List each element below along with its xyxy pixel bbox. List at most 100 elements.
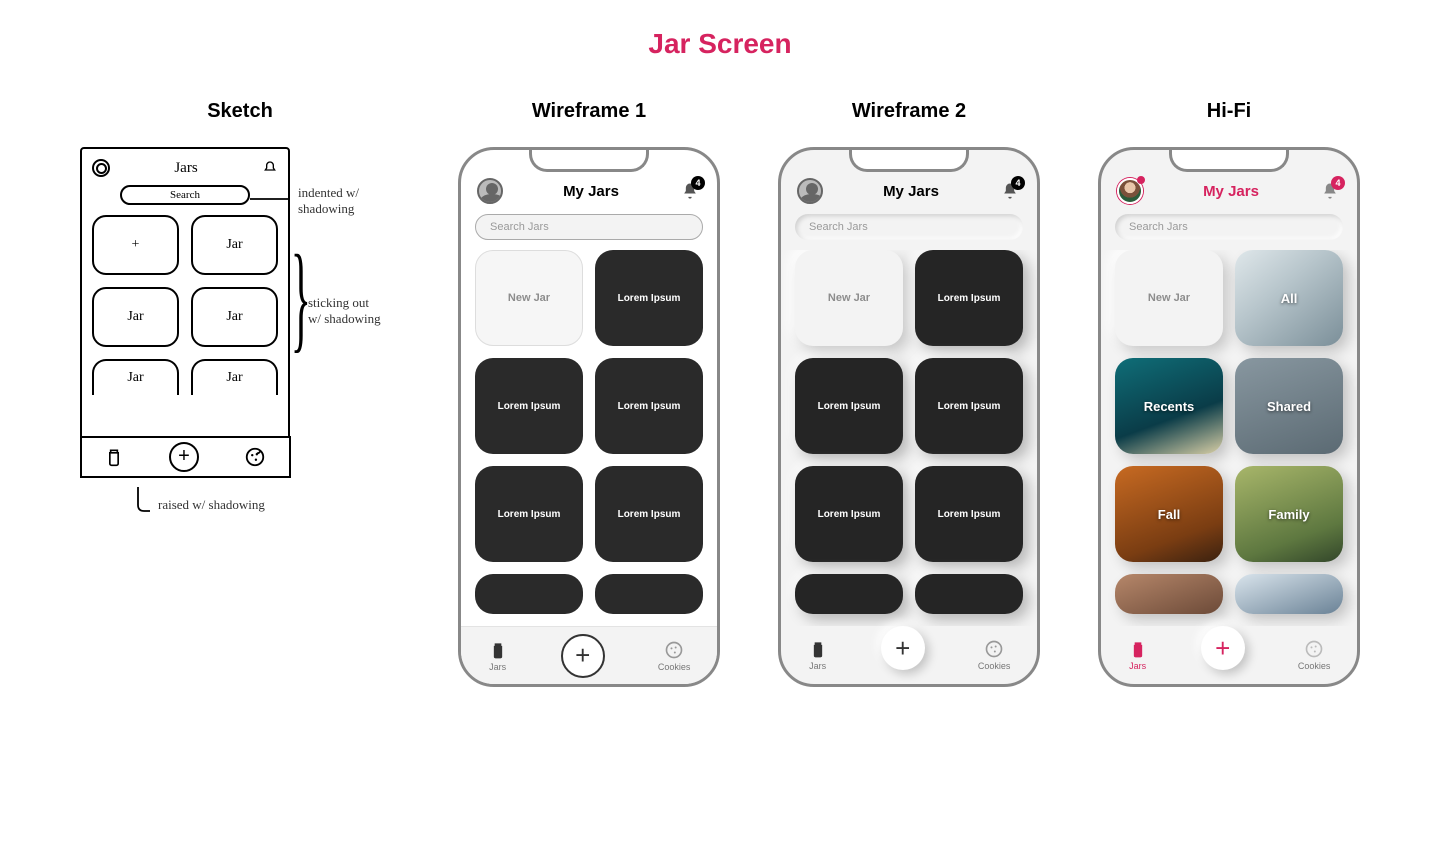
phone-wf2: My Jars 4 Search Jars New Jar Lorem Ipsu… bbox=[778, 147, 1040, 687]
search-input[interactable]: Search Jars bbox=[475, 214, 703, 240]
mockup-row: Sketch Jars Search + Jar Jar Jar Jar Jar bbox=[0, 60, 1440, 687]
jar-tile[interactable]: Lorem Ipsum bbox=[915, 250, 1023, 346]
phone-wf1: My Jars 4 Search Jars New Jar Lorem Ipsu… bbox=[458, 147, 720, 687]
notification-badge: 4 bbox=[691, 176, 705, 190]
jar-tile[interactable]: Lorem Ipsum bbox=[915, 466, 1023, 562]
user-icon[interactable] bbox=[92, 159, 110, 177]
jar-tile[interactable] bbox=[795, 574, 903, 614]
screen-title: Jars bbox=[174, 160, 197, 177]
phone-hifi: My Jars 4 Search Jars New Jar All Recent… bbox=[1098, 147, 1360, 687]
jar-tile[interactable]: Lorem Ipsum bbox=[475, 466, 583, 562]
fab-add[interactable]: + bbox=[1201, 626, 1245, 670]
fab-add[interactable]: + bbox=[881, 626, 925, 670]
jar-icon bbox=[488, 640, 508, 660]
search-input[interactable]: Search bbox=[120, 185, 250, 205]
jar-grid: New Jar Lorem Ipsum Lorem Ipsum Lorem Ip… bbox=[461, 250, 717, 626]
jar-tile[interactable] bbox=[1235, 574, 1343, 614]
nav-cookies[interactable]: Cookies bbox=[658, 640, 691, 672]
col-label-wf2: Wireframe 2 bbox=[852, 100, 966, 123]
col-label-wf1: Wireframe 1 bbox=[532, 100, 646, 123]
jar-tile[interactable]: Jar bbox=[191, 215, 278, 275]
screen-title: My Jars bbox=[883, 183, 939, 200]
sketch-wrap: Jars Search + Jar Jar Jar Jar Jar + bbox=[80, 147, 400, 477]
new-jar-tile[interactable]: New Jar bbox=[795, 250, 903, 346]
bottom-nav: Jars + Cookies bbox=[781, 626, 1037, 684]
search-input[interactable]: Search Jars bbox=[1115, 214, 1343, 240]
notification-badge: 4 bbox=[1331, 176, 1345, 190]
fab-add[interactable]: + bbox=[169, 442, 199, 472]
jar-tile[interactable]: Jar bbox=[92, 359, 179, 395]
bottom-nav: Jars + Cookies bbox=[461, 626, 717, 684]
avatar-icon[interactable] bbox=[477, 178, 503, 204]
jar-tile[interactable] bbox=[915, 574, 1023, 614]
jar-grid: New Jar Lorem Ipsum Lorem Ipsum Lorem Ip… bbox=[781, 250, 1037, 626]
nav-label: Jars bbox=[489, 662, 506, 672]
bell-icon[interactable]: 4 bbox=[1319, 180, 1341, 202]
cookie-icon bbox=[664, 640, 684, 660]
annotation-tiles: sticking out w/ shadowing bbox=[308, 295, 381, 328]
jar-tile[interactable]: Jar bbox=[191, 359, 278, 395]
search-input[interactable]: Search Jars bbox=[795, 214, 1023, 240]
annotation-nav: raised w/ shadowing bbox=[158, 497, 265, 513]
cookie-icon[interactable] bbox=[244, 446, 266, 468]
nav-jars[interactable]: Jars bbox=[1128, 639, 1148, 671]
jar-grid: + Jar Jar Jar Jar Jar bbox=[92, 215, 278, 395]
jar-tile-family[interactable]: Family bbox=[1235, 466, 1343, 562]
jar-tile[interactable]: Jar bbox=[191, 287, 278, 347]
jar-tile-all[interactable]: All bbox=[1235, 250, 1343, 346]
nav-label: Cookies bbox=[978, 661, 1011, 671]
bottom-nav: Jars + Cookies bbox=[1101, 626, 1357, 684]
bell-icon[interactable]: 4 bbox=[679, 180, 701, 202]
notch bbox=[1169, 150, 1289, 172]
sketch-phone: Jars Search + Jar Jar Jar Jar Jar + bbox=[80, 147, 290, 477]
col-hifi: Hi-Fi My Jars 4 Search Jars New bbox=[1098, 100, 1360, 687]
cookie-icon bbox=[984, 639, 1004, 659]
nav-label: Cookies bbox=[1298, 661, 1331, 671]
page-title: Jar Screen bbox=[0, 0, 1440, 60]
nav-cookies[interactable]: Cookies bbox=[1298, 639, 1331, 671]
status-dot bbox=[1137, 176, 1145, 184]
nav-jars[interactable]: Jars bbox=[808, 639, 828, 671]
bell-icon[interactable] bbox=[262, 160, 278, 176]
jar-icon[interactable] bbox=[104, 447, 124, 467]
bottom-nav: + bbox=[80, 436, 291, 478]
screen-title: My Jars bbox=[563, 183, 619, 200]
new-jar-tile[interactable]: New Jar bbox=[475, 250, 583, 346]
jar-icon bbox=[1128, 639, 1148, 659]
jar-tile-fall[interactable]: Fall bbox=[1115, 466, 1223, 562]
col-wf1: Wireframe 1 My Jars 4 Search Jars New Ja… bbox=[458, 100, 720, 687]
jar-tile[interactable]: Lorem Ipsum bbox=[795, 358, 903, 454]
jar-tile[interactable]: Lorem Ipsum bbox=[915, 358, 1023, 454]
jar-grid: New Jar All Recents Shared Fall Family bbox=[1101, 250, 1357, 626]
new-jar-tile[interactable]: + bbox=[92, 215, 179, 275]
jar-icon bbox=[808, 639, 828, 659]
notch bbox=[849, 150, 969, 172]
jar-tile-shared[interactable]: Shared bbox=[1235, 358, 1343, 454]
new-jar-tile[interactable]: New Jar bbox=[1115, 250, 1223, 346]
notch bbox=[529, 150, 649, 172]
jar-tile[interactable]: Jar bbox=[92, 287, 179, 347]
col-wf2: Wireframe 2 My Jars 4 Search Jars New Ja… bbox=[778, 100, 1040, 687]
col-label-sketch: Sketch bbox=[207, 100, 273, 123]
nav-label: Jars bbox=[1129, 661, 1146, 671]
screen-title: My Jars bbox=[1203, 183, 1259, 200]
col-label-hifi: Hi-Fi bbox=[1207, 100, 1251, 123]
nav-cookies[interactable]: Cookies bbox=[978, 639, 1011, 671]
nav-label: Jars bbox=[809, 661, 826, 671]
jar-tile[interactable] bbox=[595, 574, 703, 614]
jar-tile[interactable]: Lorem Ipsum bbox=[595, 466, 703, 562]
jar-tile[interactable] bbox=[475, 574, 583, 614]
jar-tile[interactable]: Lorem Ipsum bbox=[595, 250, 703, 346]
fab-add[interactable]: + bbox=[561, 634, 605, 678]
jar-tile[interactable]: Lorem Ipsum bbox=[795, 466, 903, 562]
avatar-icon[interactable] bbox=[797, 178, 823, 204]
jar-tile[interactable] bbox=[1115, 574, 1223, 614]
col-sketch: Sketch Jars Search + Jar Jar Jar Jar Jar bbox=[80, 100, 400, 477]
bell-icon[interactable]: 4 bbox=[999, 180, 1021, 202]
jar-tile[interactable]: Lorem Ipsum bbox=[475, 358, 583, 454]
nav-jars[interactable]: Jars bbox=[488, 640, 508, 672]
jar-tile[interactable]: Lorem Ipsum bbox=[595, 358, 703, 454]
nav-label: Cookies bbox=[658, 662, 691, 672]
cookie-icon bbox=[1304, 639, 1324, 659]
jar-tile-recents[interactable]: Recents bbox=[1115, 358, 1223, 454]
